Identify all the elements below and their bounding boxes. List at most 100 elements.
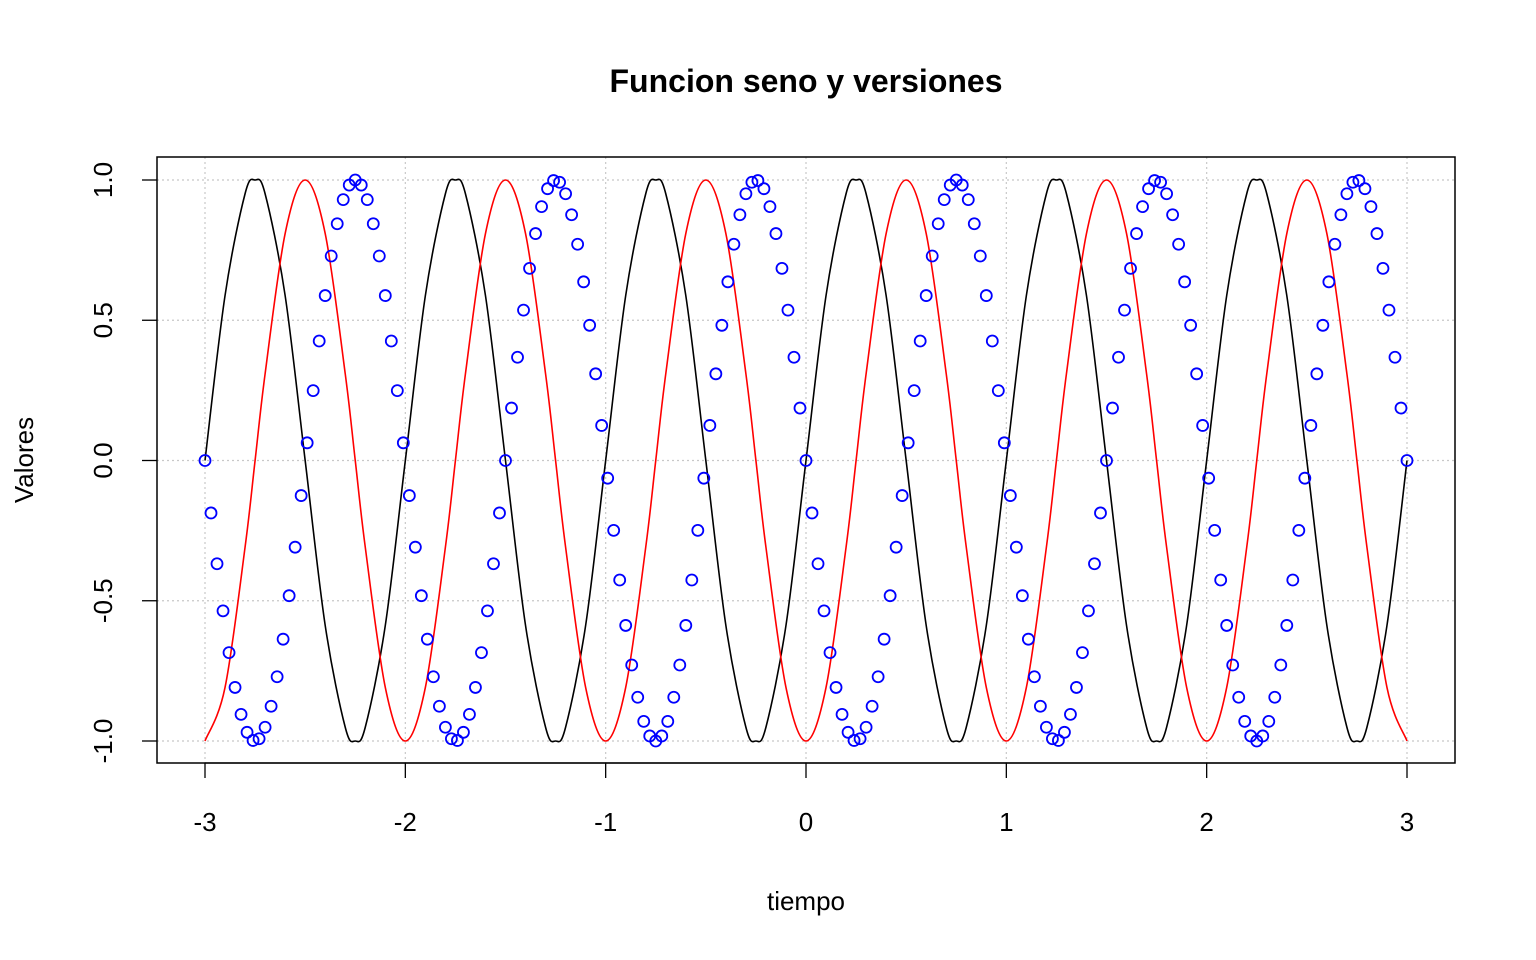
series-2-point xyxy=(372,249,386,263)
series-2-point xyxy=(1076,646,1089,660)
series-2-point xyxy=(1015,589,1029,603)
series-2-point xyxy=(487,557,500,571)
y-axis: -1.0 -0.5 0.0 0.5 1.0 xyxy=(88,162,157,763)
series-2-point xyxy=(1033,699,1047,713)
series-2-point xyxy=(847,734,861,747)
x-tick-label: -3 xyxy=(193,807,216,837)
series-2-point xyxy=(775,261,789,275)
series-2-point xyxy=(493,506,506,520)
series-2-point xyxy=(1136,200,1149,214)
series-2-point xyxy=(619,619,633,632)
series-2-point xyxy=(787,350,801,364)
series-2-point xyxy=(282,589,296,603)
x-tick-label: -2 xyxy=(394,807,417,837)
series-2-point xyxy=(1400,454,1414,467)
series-2-point xyxy=(925,249,939,263)
series-2-point xyxy=(631,690,645,704)
series-2-point xyxy=(1286,573,1300,587)
series-2-point xyxy=(1274,658,1288,672)
series-2-point xyxy=(1009,540,1023,554)
series-2-point xyxy=(1202,471,1216,485)
x-tick-label: 0 xyxy=(799,807,813,837)
series-2-point xyxy=(1358,182,1372,196)
y-tick-label: -1.0 xyxy=(88,719,118,764)
series-2-point xyxy=(336,193,350,207)
series-2-point xyxy=(583,318,597,332)
series-2-point xyxy=(1082,604,1095,618)
series-2-point xyxy=(709,367,723,381)
series-2-point xyxy=(1316,318,1330,332)
series-2-point xyxy=(883,589,897,603)
series-2-point xyxy=(973,249,987,263)
series-2-point xyxy=(877,632,891,646)
series-2-point xyxy=(204,506,218,520)
grid xyxy=(157,157,1455,763)
series-2-point xyxy=(1088,557,1101,571)
series-2-point xyxy=(1112,350,1125,364)
x-tick-label: -1 xyxy=(594,807,617,837)
series-2-point xyxy=(1304,419,1318,432)
series-2-point xyxy=(1196,419,1210,432)
series-2-point xyxy=(733,208,747,222)
series-2-point xyxy=(985,334,999,348)
series-2-point xyxy=(1370,227,1384,240)
series-2-point xyxy=(198,454,212,467)
series-2-point xyxy=(463,707,476,721)
series-2-point xyxy=(234,707,248,721)
series-2-point xyxy=(565,208,579,222)
series-2-point xyxy=(997,436,1011,450)
series-2-point xyxy=(402,489,416,502)
series-2-point xyxy=(1256,729,1270,743)
series-2-point xyxy=(529,227,542,240)
series-2-point xyxy=(264,699,278,713)
series-2-point xyxy=(1124,261,1137,275)
series-2-point xyxy=(481,604,494,618)
series-2-point xyxy=(817,604,831,618)
series-2-point xyxy=(1106,401,1119,415)
series-2-point xyxy=(841,725,855,739)
series-2-point xyxy=(270,670,284,684)
series-2-point xyxy=(1064,707,1077,721)
series-2-point xyxy=(1214,573,1228,587)
series-2-point xyxy=(1178,275,1192,289)
series-2-point xyxy=(324,249,338,263)
series-2-point xyxy=(1220,619,1234,632)
series-2-point xyxy=(216,604,230,618)
series-2-point xyxy=(432,699,446,713)
series-2-point xyxy=(727,237,741,251)
series-2-point xyxy=(318,289,332,302)
series-2-point xyxy=(426,670,440,684)
series-2-point xyxy=(805,506,819,520)
series-2-point xyxy=(1262,714,1276,728)
series-2-point xyxy=(535,200,548,214)
series-2-point xyxy=(613,573,627,587)
y-tick-label: -0.5 xyxy=(88,578,118,623)
series-1-line xyxy=(204,179,1408,742)
x-axis-label: tiempo xyxy=(767,886,845,916)
series-2-point xyxy=(1040,720,1053,734)
x-tick-label: 2 xyxy=(1199,807,1213,837)
series-2-point xyxy=(751,174,765,187)
y-tick-label: 1.0 xyxy=(88,162,118,198)
series-2-point xyxy=(1226,658,1240,672)
series-2-point xyxy=(577,275,591,289)
series-2-point xyxy=(1160,187,1173,201)
series-2-point xyxy=(931,217,945,231)
series-2-point xyxy=(799,454,813,467)
series-2-point xyxy=(445,732,458,746)
series-2-point xyxy=(1340,187,1354,201)
series-2-point xyxy=(1352,174,1366,187)
series-2-point xyxy=(228,681,242,694)
series-2-point xyxy=(1346,175,1360,189)
series-2-point xyxy=(1190,367,1204,381)
series-2-point xyxy=(895,489,909,502)
series-2-point xyxy=(955,178,969,192)
series-2-point xyxy=(1142,182,1155,196)
series-2-point xyxy=(715,318,729,332)
series-2-point xyxy=(1166,208,1180,222)
series-2-point xyxy=(937,193,951,207)
series-2-point xyxy=(1376,261,1390,275)
series-2-point xyxy=(1184,318,1198,332)
series-2-point xyxy=(1003,489,1017,502)
